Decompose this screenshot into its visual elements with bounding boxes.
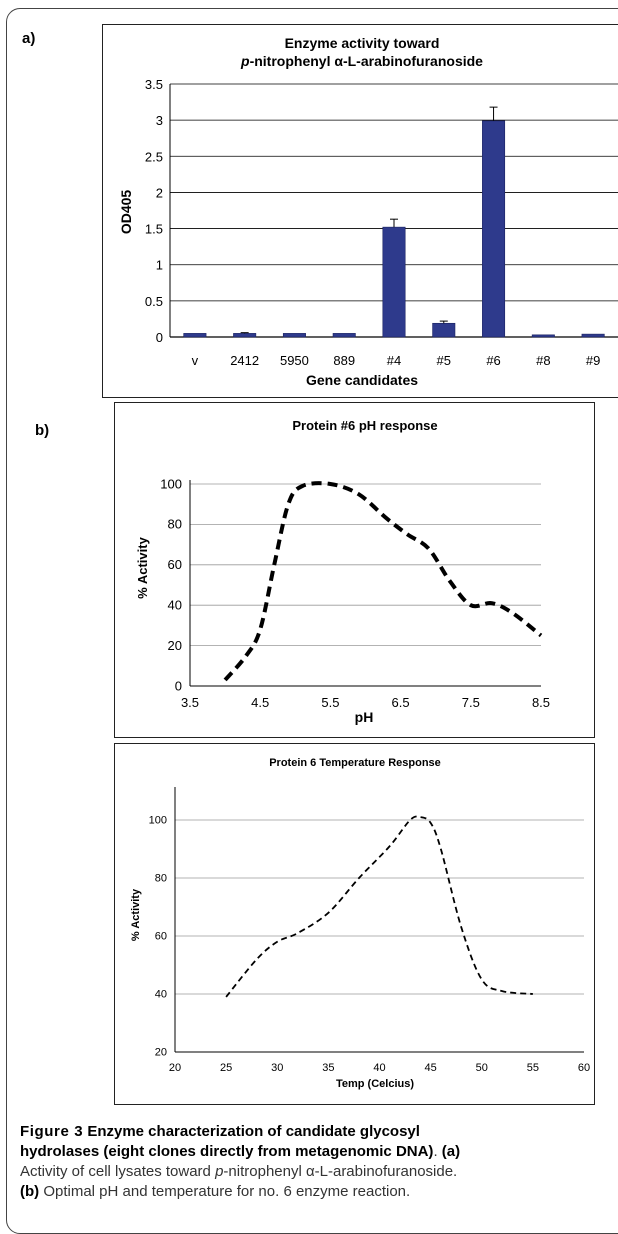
caption-a-text-1: Activity of cell lysates toward <box>20 1163 211 1180</box>
y-tick-label: 0.5 <box>145 294 163 309</box>
x-tick-label: 25 <box>220 1062 232 1074</box>
y-tick-label: 60 <box>168 557 182 572</box>
chart-b1-title: Protein #6 pH response <box>292 418 437 433</box>
caption-title-end: . <box>433 1143 438 1160</box>
bar <box>183 333 207 338</box>
chart-b2-frame <box>114 743 595 1105</box>
x-tick-label: #9 <box>586 353 600 368</box>
chart-b1-y-label: % Activity <box>135 536 150 598</box>
x-tick-label: #5 <box>437 353 451 368</box>
line-chart-ph-response: Protein #6 pH response 0 20 40 60 80 100 3.5 4… <box>135 418 550 725</box>
x-tick-label: 50 <box>476 1062 488 1074</box>
y-tick-label: 60 <box>155 931 167 943</box>
bar-chart-enzyme-activity: Enzyme activity toward p-nitrophenyl α-L… <box>118 35 618 388</box>
x-tick-label: 7.5 <box>462 695 480 710</box>
y-tick-label: 80 <box>155 873 167 885</box>
bar <box>581 333 605 338</box>
caption-b-text: Optimal pH and temperature for no. 6 enz… <box>43 1183 411 1200</box>
bar <box>282 333 306 338</box>
y-tick-label: 3.5 <box>145 77 163 92</box>
x-tick-label: 8.5 <box>532 695 550 710</box>
y-tick-label: 2 <box>156 185 163 200</box>
caption-title-part1: Enzyme characterization of candidate gly… <box>87 1123 420 1140</box>
chart-b1-series-line <box>223 481 543 682</box>
x-tick-label: #8 <box>536 353 550 368</box>
caption-figure-label: Figure 3 <box>20 1123 84 1140</box>
x-tick-label: 45 <box>425 1062 437 1074</box>
y-tick-label: 20 <box>155 1047 167 1059</box>
chart-b2-x-label: Temp (Celcius) <box>336 1078 414 1090</box>
chart-b1-frame <box>114 402 595 738</box>
x-tick-label: 3.5 <box>181 695 199 710</box>
x-tick-label: 4.5 <box>251 695 269 710</box>
y-tick-label: 1 <box>156 258 163 273</box>
x-tick-label: 2412 <box>230 353 259 368</box>
bar <box>332 333 356 338</box>
chart-b2-series-line <box>225 815 533 998</box>
x-tick-label: #6 <box>486 353 500 368</box>
y-tick-label: 0 <box>175 678 182 693</box>
chart-a-title-line2: p-nitrophenyl α-L-arabinofuranoside <box>240 53 483 69</box>
chart-a-title-rest: -nitrophenyl α-L-arabinofuranoside <box>250 53 484 69</box>
chart-a-y-label: OD405 <box>118 190 134 235</box>
caption-b-label: (b) <box>20 1183 40 1200</box>
y-tick-label: 1.5 <box>145 222 163 237</box>
x-tick-label: 30 <box>271 1062 283 1074</box>
chart-a-x-label: Gene candidates <box>306 372 418 388</box>
panel-a-label: a) <box>22 30 36 47</box>
y-tick-label: 80 <box>168 517 182 532</box>
chart-b1-gridlines <box>189 480 541 687</box>
chart-a-title-italic: p <box>240 53 250 69</box>
line-chart-temperature-response: Protein 6 Temperature Response 20 40 60 80 1… <box>130 757 590 1090</box>
chart-b2-y-label: % Activity <box>130 888 142 941</box>
chart-b1-x-label: pH <box>355 709 374 725</box>
y-tick-label: 100 <box>149 815 167 827</box>
y-tick-label: 20 <box>168 638 182 653</box>
chart-b2-gridlines <box>174 787 584 1053</box>
caption-title-part2: hydrolases (eight clones directly from m… <box>20 1143 434 1160</box>
chart-b2-y-ticks: 20 40 60 80 100 <box>149 815 167 1059</box>
x-tick-label: 40 <box>373 1062 385 1074</box>
chart-a-y-ticks: 0 0.5 1 1.5 2 2.5 3 3.5 <box>145 77 163 345</box>
y-tick-label: 40 <box>168 598 182 613</box>
x-tick-label: #4 <box>387 353 401 368</box>
y-tick-label: 3 <box>156 113 163 128</box>
x-tick-label: 60 <box>578 1062 590 1074</box>
x-tick-label: v <box>192 353 199 368</box>
chart-a-x-ticks: v 2412 5950 889 #4 #5 #6 #8 #9 <box>192 353 601 368</box>
y-tick-label: 2.5 <box>145 149 163 164</box>
x-tick-label: 55 <box>527 1062 539 1074</box>
x-tick-label: 20 <box>169 1062 181 1074</box>
chart-b1-y-ticks: 0 20 40 60 80 100 <box>160 476 182 693</box>
x-tick-label: 35 <box>322 1062 334 1074</box>
caption-a-label: (a) <box>441 1143 461 1160</box>
chart-a-title-line1: Enzyme activity toward <box>285 35 440 51</box>
y-tick-label: 40 <box>155 989 167 1001</box>
x-tick-label: 889 <box>333 353 355 368</box>
bar <box>531 334 555 338</box>
chart-b1-x-ticks: 3.5 4.5 5.5 6.5 7.5 8.5 <box>181 695 550 710</box>
x-tick-label: 6.5 <box>392 695 410 710</box>
chart-a-bars <box>183 106 605 338</box>
x-tick-label: 5950 <box>280 353 309 368</box>
x-tick-label: 5.5 <box>321 695 339 710</box>
y-tick-label: 100 <box>160 476 182 491</box>
chart-b2-title: Protein 6 Temperature Response <box>269 757 441 769</box>
caption-a-text-italic: p <box>215 1163 224 1180</box>
figure-caption: Figure 3 Enzyme characterization of cand… <box>20 1122 610 1202</box>
y-tick-label: 0 <box>156 330 163 345</box>
panel-b-label: b) <box>35 422 50 439</box>
chart-b2-x-ticks: 20 25 30 35 40 45 50 55 60 <box>169 1062 590 1074</box>
caption-a-text-2: -nitrophenyl α-L-arabinofuranoside. <box>223 1163 458 1180</box>
